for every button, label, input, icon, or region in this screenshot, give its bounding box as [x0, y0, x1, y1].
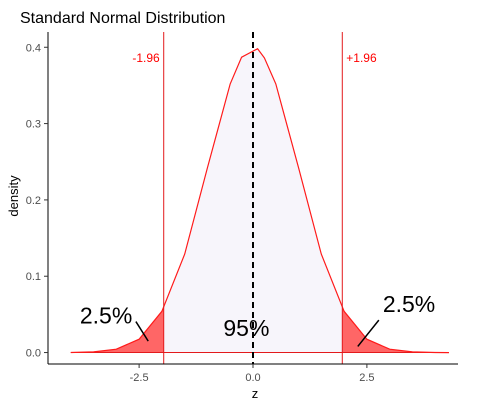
- plot-area: -1.96 +1.96 2.5% 95% 2.5%: [70, 32, 449, 364]
- region-label-2: 2.5%: [383, 291, 435, 317]
- axes: 0.0 0.1 0.2 0.3 0.4 -2.5 0.0 2.5: [26, 32, 458, 384]
- region-label-0: 2.5%: [80, 303, 132, 329]
- x-tick-label: 2.5: [359, 372, 374, 384]
- region-pointer-2: [357, 319, 380, 347]
- critical-label-0: -1.96: [132, 51, 160, 65]
- region-fill-0: [70, 306, 164, 353]
- y-tick-label: 0.2: [26, 195, 41, 207]
- y-axis-title: density: [6, 175, 21, 217]
- chart-title: Standard Normal Distribution: [20, 10, 225, 27]
- y-tick-label: 0.3: [26, 119, 41, 131]
- region-fill-1: [163, 48, 343, 353]
- region-pointer-0: [135, 321, 149, 342]
- y-tick-label: 0.1: [26, 271, 41, 283]
- region-fill-2: [342, 306, 449, 353]
- density-curve: [70, 48, 449, 354]
- region-label-1: 95%: [223, 315, 269, 341]
- x-tick-label: 0.0: [245, 372, 260, 384]
- x-axis-title: z: [252, 386, 259, 401]
- critical-label-1: +1.96: [346, 51, 377, 65]
- y-tick-label: 0.4: [26, 42, 41, 54]
- y-tick-label: 0.0: [26, 348, 41, 360]
- x-tick-label: -2.5: [130, 372, 149, 384]
